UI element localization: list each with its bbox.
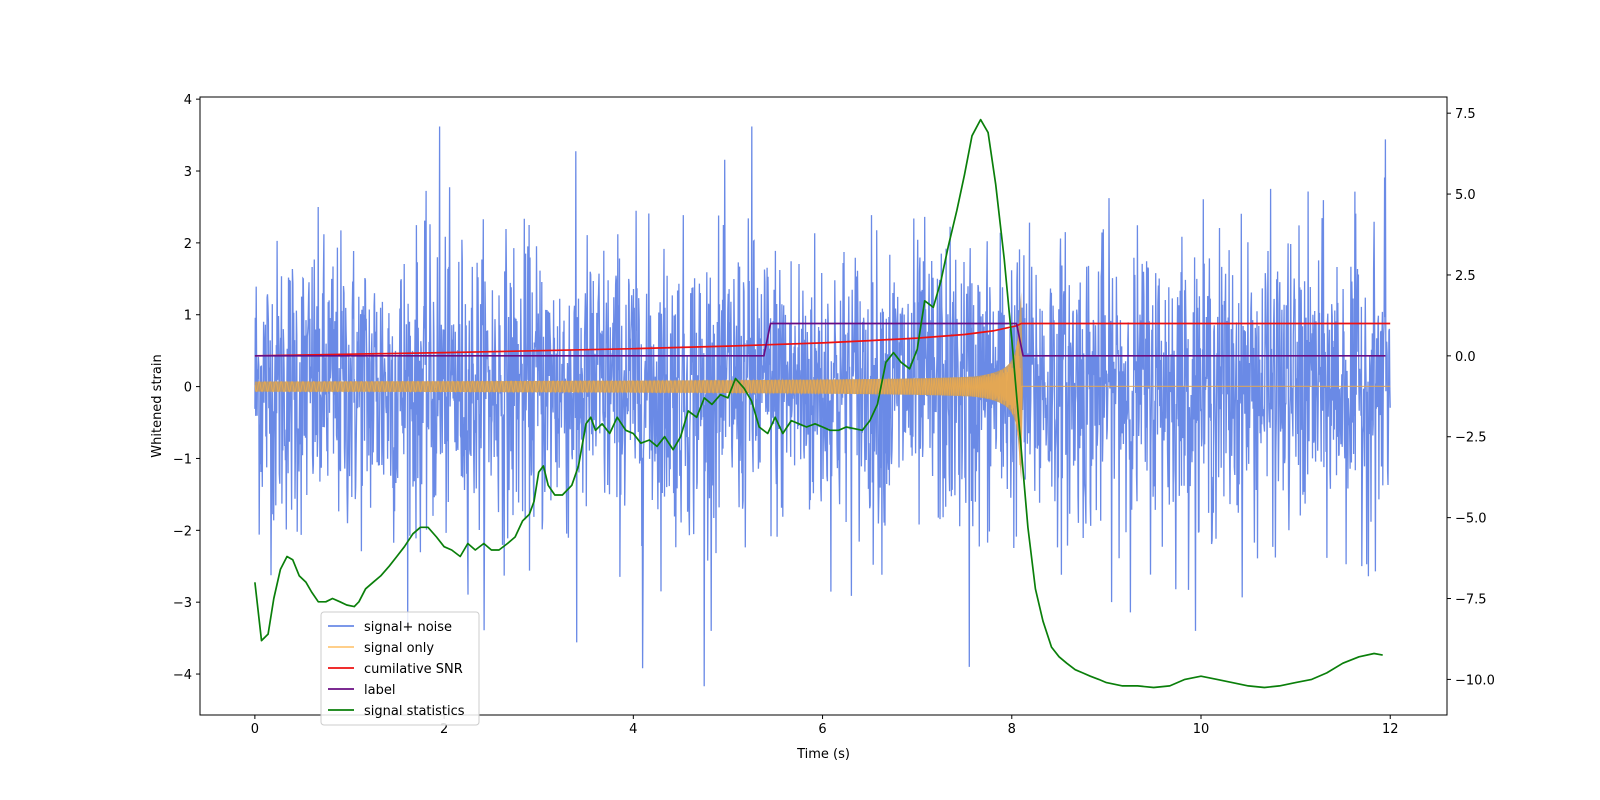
legend-label: signal statistics bbox=[364, 704, 465, 719]
y2-tick-label: −10.0 bbox=[1455, 673, 1495, 688]
legend-label: cumilative SNR bbox=[364, 662, 463, 677]
x-tick-label: 8 bbox=[1008, 722, 1016, 737]
series-line-cumilative-snr bbox=[254, 322, 1391, 357]
y-tick-label: −3 bbox=[173, 596, 192, 611]
x-tick-label: 0 bbox=[251, 722, 259, 737]
series-line-label bbox=[254, 322, 1386, 357]
x-axis: 0 2 4 6 8 10 12 bbox=[251, 715, 1399, 737]
y-tick-label: −1 bbox=[173, 452, 192, 467]
x-tick-label: 10 bbox=[1193, 722, 1210, 737]
y2-tick-label: 7.5 bbox=[1455, 107, 1476, 122]
y-tick-label: 3 bbox=[184, 165, 192, 180]
noise-series-layer bbox=[254, 126, 1391, 687]
y2-tick-label: 0.0 bbox=[1455, 350, 1476, 365]
series-line-signal-statistics bbox=[254, 118, 1383, 689]
x-tick-label: 6 bbox=[818, 722, 826, 737]
line-series-layer bbox=[254, 118, 1391, 689]
legend-label: label bbox=[364, 683, 395, 698]
plot-frame bbox=[199, 96, 1448, 716]
legend: signal+ noise signal only cumilative SNR la… bbox=[320, 611, 480, 726]
x-tick-label: 12 bbox=[1382, 722, 1399, 737]
series-line-signal-only bbox=[254, 334, 1391, 466]
x-tick-label: 4 bbox=[629, 722, 637, 737]
y-tick-label: 4 bbox=[184, 93, 192, 108]
y-tick-label: 2 bbox=[184, 237, 192, 252]
y-axis-label: Whitened strain bbox=[150, 354, 165, 457]
signal-only-series-layer bbox=[254, 292, 1391, 482]
x-tick-label: 2 bbox=[440, 722, 448, 737]
legend-box bbox=[320, 611, 480, 726]
legend-label: signal only bbox=[364, 641, 434, 656]
y-axis-left: 4 3 2 1 0 −1 −2 −3 −4 bbox=[173, 93, 200, 683]
y2-tick-label: −5.0 bbox=[1455, 512, 1487, 527]
x-axis-label: Time (s) bbox=[796, 747, 850, 762]
y2-tick-label: −2.5 bbox=[1455, 431, 1487, 446]
y-axis-right: 7.5 5.0 2.5 0.0 −2.5 −5.0 −7.5 −10.0 bbox=[1447, 107, 1495, 688]
legend-label: signal+ noise bbox=[364, 620, 452, 635]
y2-tick-label: −7.5 bbox=[1455, 593, 1487, 608]
y-tick-label: −2 bbox=[173, 524, 192, 539]
y2-tick-label: 5.0 bbox=[1455, 188, 1476, 203]
series-line-signal-plus-noise bbox=[254, 126, 1391, 687]
y-tick-label: 1 bbox=[184, 309, 192, 324]
y-tick-label: −4 bbox=[173, 668, 192, 683]
y-tick-label: 0 bbox=[184, 381, 192, 396]
y2-tick-label: 2.5 bbox=[1455, 269, 1476, 284]
